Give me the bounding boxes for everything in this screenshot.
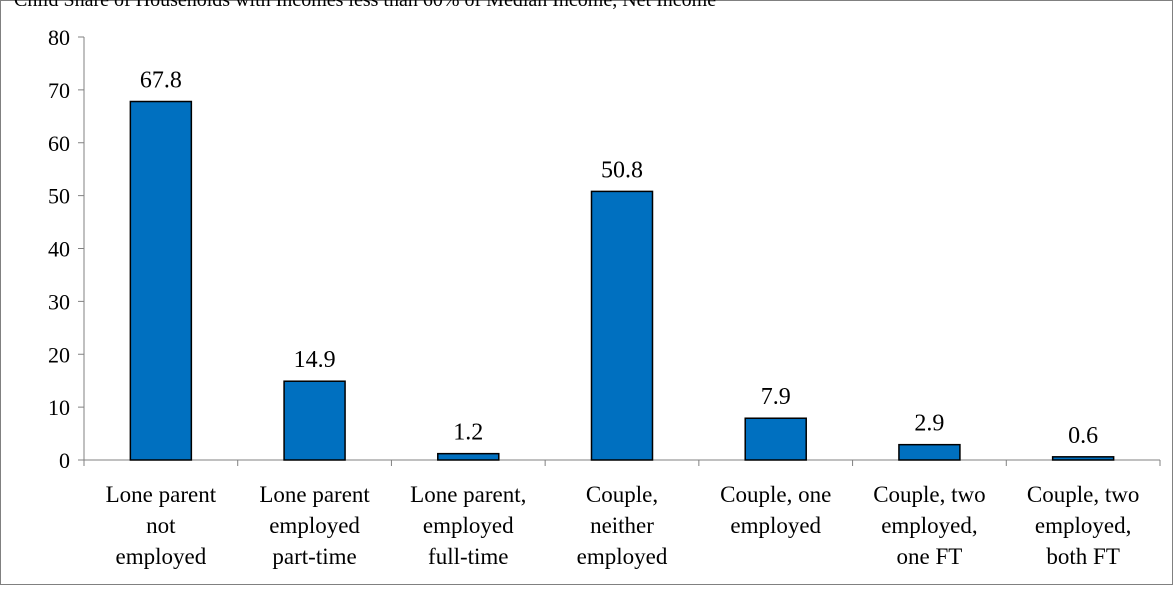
x-tick-label: employed bbox=[730, 513, 821, 538]
bar bbox=[437, 452, 500, 461]
x-tick-label: both FT bbox=[1046, 544, 1119, 569]
y-tick-label: 30 bbox=[48, 289, 70, 314]
bar bbox=[898, 443, 961, 461]
x-tick-label: employed bbox=[423, 513, 514, 538]
x-tick-label: Couple, two bbox=[873, 482, 985, 507]
x-tick-label: not bbox=[146, 513, 176, 538]
bar bbox=[1051, 456, 1115, 461]
bar bbox=[283, 380, 346, 461]
y-tick-label: 70 bbox=[48, 78, 70, 103]
x-tick-label: Couple, bbox=[586, 482, 658, 507]
x-tick-label: part-time bbox=[272, 544, 356, 569]
x-tick-label: Lone parent bbox=[106, 482, 217, 507]
x-tick-label: Couple, one bbox=[720, 482, 831, 507]
y-tick-label: 0 bbox=[59, 448, 70, 473]
data-label: 14.9 bbox=[294, 347, 336, 373]
bar bbox=[590, 190, 654, 461]
x-tick-label: full-time bbox=[428, 544, 508, 569]
y-tick-label: 20 bbox=[48, 342, 70, 367]
x-tick-label: employed bbox=[269, 513, 360, 538]
data-label: 50.8 bbox=[601, 157, 643, 183]
y-tick-label: 60 bbox=[48, 131, 70, 156]
chart-title: Child Share of Households with Incomes l… bbox=[14, 0, 716, 11]
x-tick-label: one FT bbox=[897, 544, 963, 569]
data-label: 67.8 bbox=[140, 68, 182, 94]
y-tick-label: 10 bbox=[48, 395, 70, 420]
x-tick-label: employed, bbox=[1035, 513, 1131, 538]
y-tick-label: 80 bbox=[48, 25, 70, 50]
y-tick-label: 40 bbox=[48, 237, 70, 262]
x-tick-label: Lone parent bbox=[259, 482, 370, 507]
x-tick-label: employed, bbox=[881, 513, 977, 538]
x-tick-label: Lone parent, bbox=[410, 482, 526, 507]
data-label: 2.9 bbox=[914, 411, 944, 437]
bar bbox=[129, 100, 193, 461]
data-label: 1.2 bbox=[453, 420, 483, 446]
data-label: 0.6 bbox=[1068, 423, 1098, 449]
x-tick-label: Couple, two bbox=[1027, 482, 1139, 507]
bar bbox=[744, 417, 807, 461]
x-tick-label: employed bbox=[116, 544, 207, 569]
data-label: 7.9 bbox=[761, 384, 791, 410]
y-tick-label: 50 bbox=[48, 184, 70, 209]
x-tick-label: employed bbox=[577, 544, 668, 569]
x-tick-label: neither bbox=[590, 513, 654, 538]
